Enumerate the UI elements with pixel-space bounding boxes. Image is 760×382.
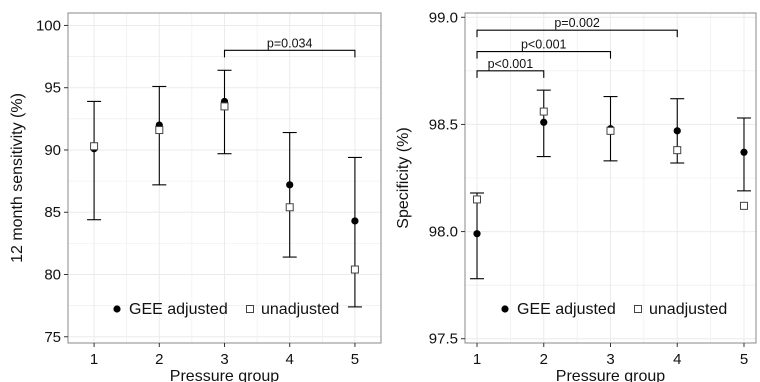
unadjusted-point	[739, 201, 748, 210]
y-tick-label: 95	[44, 80, 61, 97]
significance-label: p=0.002	[554, 16, 600, 30]
legend-label-unadjusted: unadjusted	[261, 301, 339, 318]
y-axis-title: 12 month sensitivity (%)	[9, 93, 26, 263]
y-tick-label: 80	[44, 267, 61, 284]
legend-key-unadjusted	[246, 305, 254, 313]
y-tick-label: 90	[44, 142, 61, 159]
x-tick-label: 2	[155, 351, 163, 368]
y-tick-label: 97.5	[429, 331, 458, 348]
x-tick-label: 3	[220, 351, 228, 368]
significance-bracket	[476, 51, 612, 59]
significance-label: p<0.001	[521, 38, 567, 52]
gee-adjusted-point	[351, 217, 359, 225]
sensitivity-panel: 75 80 85 90 95 100 1 2 3 4 5 Pressure group 12 month…	[9, 12, 382, 382]
significance-bracket	[476, 29, 678, 38]
x-tick-label: 1	[473, 351, 481, 368]
significance-label: p=0.034	[267, 36, 313, 50]
gee-adjusted-point	[673, 127, 681, 135]
y-tick-label: 85	[44, 204, 61, 221]
x-axis-title: Pressure group	[556, 368, 665, 382]
x-tick-label: 4	[286, 351, 294, 368]
gee-adjusted-point	[740, 148, 748, 156]
unadjusted-point	[285, 203, 294, 212]
legend-label-gee-adjusted: GEE adjusted	[129, 301, 228, 318]
gee-adjusted-point	[473, 230, 481, 238]
unadjusted-point	[155, 126, 164, 135]
x-tick-label: 5	[351, 351, 359, 368]
unadjusted-point	[473, 195, 482, 204]
y-tick-label: 98.5	[429, 116, 458, 133]
unadjusted-point	[606, 126, 615, 135]
x-tick-label: 3	[606, 351, 614, 368]
unadjusted-point	[90, 142, 99, 151]
x-tick-label: 1	[90, 351, 98, 368]
y-tick-label: 99.0	[429, 9, 458, 26]
x-tick-label: 2	[540, 351, 548, 368]
x-tick-label: 5	[740, 351, 748, 368]
significance-label: p<0.001	[488, 57, 534, 71]
unadjusted-point	[539, 107, 548, 116]
x-axis-title: Pressure group	[170, 368, 279, 382]
legend-key-gee-adjusted	[113, 305, 121, 313]
legend-label-unadjusted: unadjusted	[649, 301, 727, 318]
legend-key-unadjusted	[634, 305, 642, 313]
gee-adjusted-point	[286, 181, 294, 189]
gee-adjusted-point	[540, 118, 548, 126]
unadjusted-point	[220, 102, 229, 111]
y-tick-label: 98.0	[429, 224, 458, 241]
y-tick-label: 75	[44, 329, 61, 346]
unadjusted-point	[673, 146, 682, 155]
specificity-panel: 97.5 98.0 98.5 99.0 1 2 3 4 5 Pressure group Speci…	[395, 9, 757, 382]
y-tick-label: 100	[36, 17, 61, 34]
y-axis-title: Specificity (%)	[395, 127, 412, 228]
legend-key-gee-adjusted	[501, 305, 509, 313]
x-tick-label: 4	[673, 351, 681, 368]
significance-bracket	[476, 70, 545, 78]
legend-label-gee-adjusted: GEE adjusted	[517, 301, 616, 318]
significance-bracket	[223, 49, 356, 58]
unadjusted-point	[350, 265, 359, 274]
